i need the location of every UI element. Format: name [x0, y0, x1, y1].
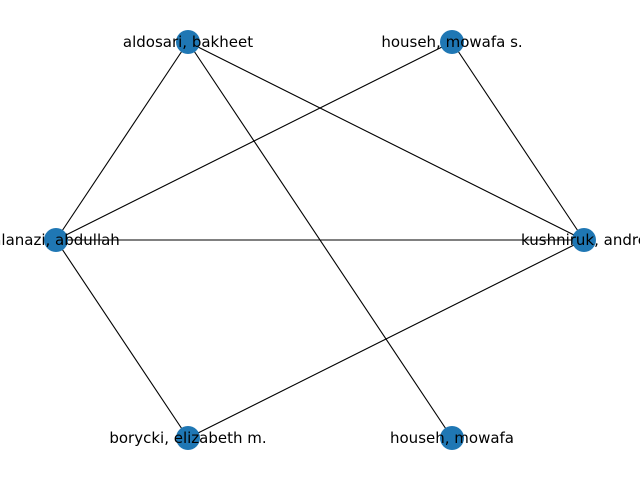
- node-label-borycki: borycki, elizabeth m.: [109, 429, 266, 447]
- node-label-alanazi: alanazi, abdullah: [0, 231, 120, 249]
- node-layer: [44, 30, 596, 450]
- edge-layer: [55, 41, 585, 439]
- node-label-aldosari: aldosari, bakheet: [123, 33, 253, 51]
- node-aldosari: [176, 30, 200, 54]
- label-layer: aldosari, bakheet househ, mowafa s. alanaz…: [0, 33, 640, 447]
- edge-kushniruk-borycki: [187, 239, 585, 439]
- node-label-househ_s: househ, mowafa s.: [381, 33, 522, 51]
- node-label-kushniruk: kushniruk, andre: [521, 231, 640, 249]
- edge-aldosari-kushniruk: [187, 41, 585, 241]
- edge-aldosari-alanazi: [55, 41, 189, 241]
- edge-househ_s-alanazi: [55, 41, 453, 241]
- node-alanazi: [44, 228, 68, 252]
- edge-househ_s-kushniruk: [451, 41, 585, 241]
- edge-alanazi-borycki: [55, 239, 189, 439]
- node-borycki: [176, 426, 200, 450]
- node-label-househ: househ, mowafa: [390, 429, 514, 447]
- node-househ_s: [440, 30, 464, 54]
- node-kushniruk: [572, 228, 596, 252]
- node-househ: [440, 426, 464, 450]
